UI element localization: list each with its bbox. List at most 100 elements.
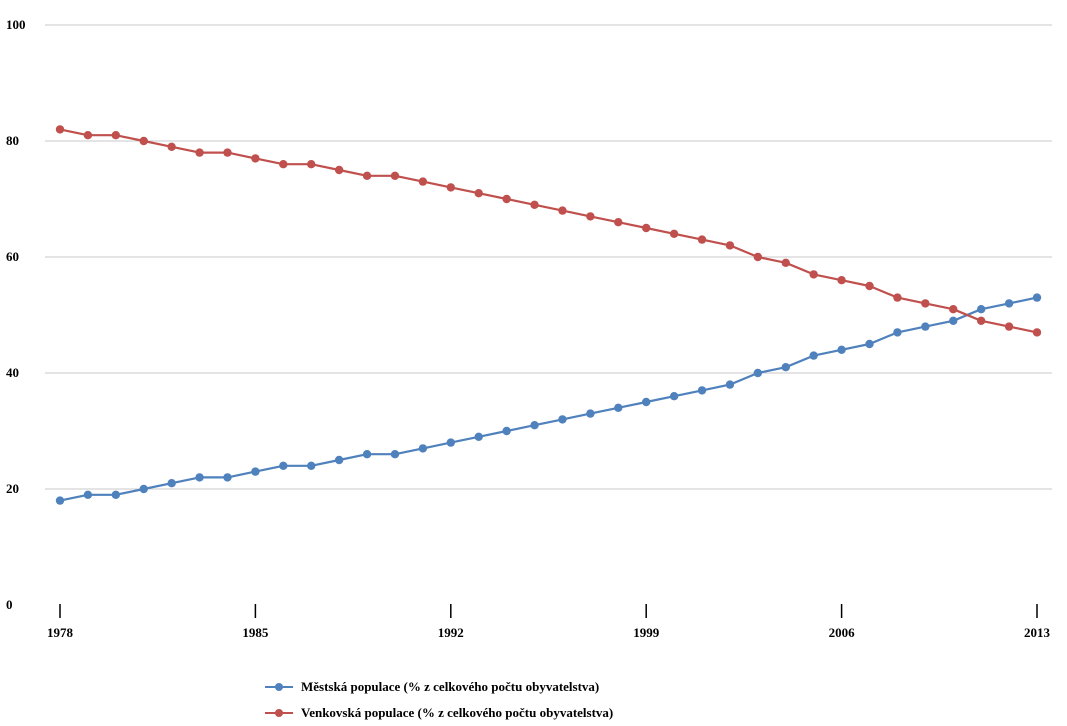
x-tick-label-1978: 1978 — [47, 625, 74, 640]
data-point-urban-2003 — [753, 368, 763, 378]
data-point-urban-2002 — [725, 380, 735, 389]
data-point-rural-1982 — [167, 142, 176, 151]
data-point-rural-2001 — [697, 235, 707, 244]
data-point-urban-2005 — [809, 351, 818, 360]
data-point-rural-1988 — [334, 165, 344, 175]
data-point-urban-1998 — [614, 403, 623, 412]
data-point-urban-1984 — [223, 473, 232, 482]
data-point-urban-1989 — [362, 450, 372, 459]
data-point-rural-2013 — [1032, 328, 1042, 337]
data-point-rural-2003 — [753, 252, 763, 262]
data-point-urban-1990 — [390, 450, 400, 459]
y-tick-label-100: 100 — [6, 17, 26, 32]
data-point-urban-1979 — [83, 490, 93, 499]
data-point-urban-1991 — [418, 444, 428, 453]
data-point-urban-2006 — [837, 345, 846, 354]
data-point-rural-1987 — [307, 160, 316, 169]
data-point-rural-2002 — [725, 241, 735, 250]
data-point-urban-1994 — [502, 426, 511, 436]
x-tick-label-1985: 1985 — [242, 625, 269, 640]
data-point-rural-1991 — [418, 177, 428, 186]
data-point-urban-1987 — [307, 461, 316, 470]
x-tick-label-1999: 1999 — [633, 625, 660, 640]
data-point-urban-2004 — [781, 363, 790, 372]
data-point-urban-1997 — [586, 409, 595, 418]
legend: Městská populace (% z celkového počtu ob… — [265, 674, 613, 726]
data-point-urban-1995 — [530, 421, 539, 430]
data-point-rural-1978 — [55, 125, 65, 134]
data-point-rural-2010 — [949, 305, 958, 314]
y-axis-tick-labels: 0 20 40 60 80 100 — [6, 17, 26, 612]
data-point-urban-1988 — [334, 455, 344, 465]
data-point-rural-1981 — [139, 136, 148, 146]
data-point-urban-1986 — [279, 461, 288, 470]
data-point-rural-1980 — [111, 131, 121, 140]
data-point-rural-2000 — [669, 229, 679, 238]
line-chart: 0 20 40 60 80 100 1978 1985 1992 1999 2006 2013 — [6, 17, 1052, 640]
data-point-urban-2008 — [893, 328, 902, 337]
data-point-rural-1979 — [83, 131, 93, 140]
data-point-urban-2010 — [949, 316, 958, 325]
series-urban — [55, 293, 1042, 505]
y-tick-label-40: 40 — [6, 365, 19, 380]
data-point-urban-1981 — [139, 484, 148, 494]
data-point-urban-2007 — [865, 339, 874, 349]
data-point-urban-1993 — [474, 432, 483, 441]
x-tick-label-1992: 1992 — [438, 625, 464, 640]
data-point-rural-2007 — [865, 281, 874, 291]
data-point-urban-2009 — [921, 322, 930, 331]
data-point-urban-2001 — [697, 386, 707, 395]
data-point-rural-1989 — [362, 171, 372, 180]
data-point-urban-1978 — [55, 496, 65, 505]
data-point-rural-2011 — [976, 316, 986, 325]
data-point-rural-1983 — [195, 148, 204, 157]
data-point-rural-1985 — [251, 154, 260, 163]
data-point-rural-1993 — [474, 189, 483, 198]
data-point-rural-1997 — [586, 212, 595, 221]
x-tick-label-2013: 2013 — [1024, 625, 1051, 640]
data-point-urban-2011 — [976, 305, 986, 314]
data-point-rural-2009 — [921, 299, 930, 308]
data-point-rural-1996 — [558, 206, 567, 215]
data-point-rural-1995 — [530, 200, 539, 209]
data-point-urban-1983 — [195, 473, 204, 482]
legend-item-rural: Venkovská populace (% z celkového počtu … — [265, 700, 613, 726]
data-point-rural-1986 — [279, 160, 288, 169]
data-point-rural-1992 — [446, 183, 455, 192]
data-point-rural-2008 — [893, 293, 902, 302]
y-tick-label-0: 0 — [6, 597, 13, 612]
data-point-urban-2012 — [1004, 299, 1014, 308]
data-point-rural-2005 — [809, 270, 818, 279]
data-point-rural-2012 — [1004, 322, 1014, 331]
data-point-urban-2013 — [1032, 293, 1042, 302]
data-point-rural-2004 — [781, 258, 790, 267]
legend-label-urban: Městská populace (% z celkového počtu ob… — [301, 679, 600, 694]
data-point-rural-1998 — [614, 218, 623, 227]
gridlines — [45, 24, 1052, 490]
legend-item-urban: Městská populace (% z celkového počtu ob… — [265, 674, 613, 700]
y-tick-label-20: 20 — [6, 481, 19, 496]
data-point-rural-2006 — [837, 276, 846, 285]
legend-marker-rural — [265, 707, 293, 719]
legend-label-rural: Venkovská populace (% z celkového počtu … — [301, 705, 614, 720]
series-group — [55, 125, 1042, 505]
data-point-urban-2000 — [669, 392, 679, 401]
data-point-urban-1980 — [111, 490, 121, 499]
series-line-urban — [59, 296, 1038, 502]
data-point-rural-1999 — [642, 223, 651, 233]
data-point-urban-1992 — [446, 438, 455, 447]
data-point-urban-1999 — [642, 397, 651, 407]
data-point-urban-1996 — [558, 415, 567, 424]
data-point-urban-1985 — [251, 467, 260, 476]
series-line-rural — [59, 128, 1038, 334]
data-point-rural-1990 — [390, 171, 400, 180]
y-tick-label-60: 60 — [6, 249, 19, 264]
x-tick-label-2006: 2006 — [829, 625, 856, 640]
y-tick-label-80: 80 — [6, 133, 19, 148]
data-point-rural-1984 — [223, 148, 232, 157]
data-point-rural-1994 — [502, 194, 511, 204]
data-point-urban-1982 — [167, 479, 176, 488]
x-axis: 1978 1985 1992 1999 2006 2013 — [47, 604, 1051, 640]
legend-marker-urban — [265, 681, 293, 693]
series-rural — [55, 125, 1042, 337]
